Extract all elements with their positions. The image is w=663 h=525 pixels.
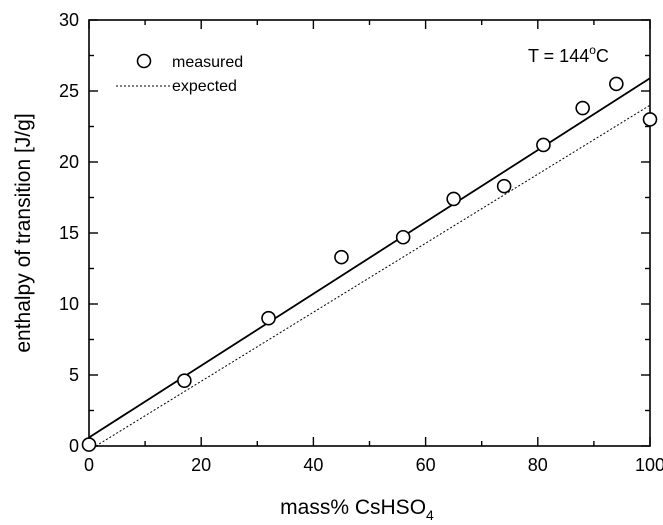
data-point-measured [446, 191, 461, 207]
y-axis-title: enthalpy of transition [J/g] [12, 113, 35, 352]
x-axis-title: mass% CsHSO4 [280, 496, 434, 523]
x-tick-label: 80 [528, 455, 548, 475]
legend-marker-measured [136, 53, 152, 69]
legend: measured expected [116, 53, 243, 95]
annotation-prefix: T = 144 [528, 46, 589, 66]
y-tick-label: 5 [69, 365, 79, 385]
annotation-degree: o [589, 43, 596, 57]
data-point-measured [261, 310, 276, 326]
measured-fit-line [88, 77, 651, 439]
x-axis-title-subscript: 4 [426, 507, 434, 523]
y-axis-ticks: 0 5 10 15 20 25 30 [59, 10, 650, 456]
data-point-measured [81, 437, 97, 452]
y-tick-label: 15 [59, 223, 79, 243]
data-point-measured [334, 249, 349, 265]
x-tick-label: 60 [416, 455, 436, 475]
y-tick-label: 25 [59, 81, 79, 101]
data-point-measured [536, 137, 551, 153]
x-axis-title-text: mass% CsHSO [280, 496, 426, 519]
data-point-measured [496, 178, 512, 194]
y-tick-label: 30 [59, 10, 79, 30]
annotation-suffix: C [596, 46, 609, 66]
y-tick-label: 10 [59, 294, 79, 314]
legend-label-expected: expected [172, 78, 237, 95]
expected-line [88, 104, 651, 451]
y-tick-label: 20 [59, 152, 79, 172]
x-axis-ticks: 0 20 40 60 80 100 [84, 20, 663, 475]
y-tick-label: 0 [69, 436, 79, 456]
temperature-annotation: T = 144oC [528, 43, 609, 66]
x-tick-label: 0 [84, 455, 94, 475]
data-point-measured [395, 229, 411, 245]
x-tick-label: 20 [191, 455, 211, 475]
x-tick-label: 100 [635, 455, 663, 475]
data-point-measured [642, 112, 658, 127]
data-point-measured [575, 100, 590, 116]
legend-label-measured: measured [172, 54, 243, 71]
x-tick-label: 40 [303, 455, 323, 475]
data-series [81, 76, 658, 452]
data-point-measured [177, 373, 192, 388]
data-point-measured [609, 76, 624, 92]
